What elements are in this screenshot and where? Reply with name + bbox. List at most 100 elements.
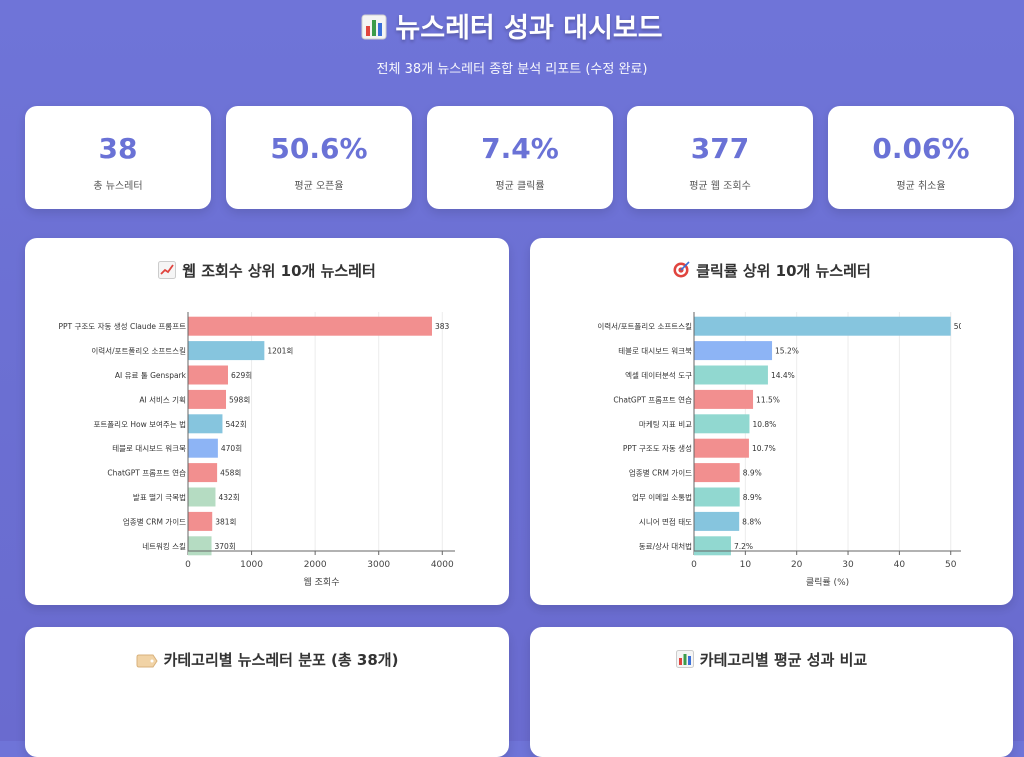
y-tick-label: 업종별 CRM 가이드: [629, 468, 692, 478]
x-tick-label: 40: [894, 560, 906, 570]
stat-label: 평균 웹 조회수: [689, 181, 751, 192]
y-tick-label: 테블로 대시보드 워크북: [112, 444, 186, 453]
y-tick-label: 포트폴리오 How 보여주는 법: [93, 419, 186, 429]
stat-label: 총 뉴스레터: [93, 181, 143, 192]
bar: [694, 389, 754, 409]
x-tick-label: 2000: [304, 560, 327, 570]
y-tick-label: 이력서/포트폴리오 소프트스킬: [597, 321, 692, 331]
web-views-chart: 0 1000 2000 3000 4000 383 1201회 629회 598회 542회 470…: [59, 312, 455, 588]
stat-value: 377: [690, 132, 750, 165]
y-tick-label: 테블로 대시보드 워크북: [618, 347, 692, 356]
bar: [188, 365, 228, 385]
x-tick-label: 10: [740, 560, 752, 570]
y-tick-label: 시니어 면접 태도: [639, 516, 692, 526]
y-tick-label: 업무 이메일 소통법: [632, 492, 692, 502]
stat-card-web-views: 377 평균 웹 조회수: [627, 106, 813, 209]
y-tick-label: AI 서비스 기획: [139, 394, 186, 404]
stat-value: 50.6%: [270, 132, 368, 165]
bar: [694, 414, 750, 434]
target-icon: [672, 261, 690, 283]
bar: [188, 414, 223, 434]
bar: [694, 341, 773, 361]
x-tick-label: 0: [691, 560, 697, 570]
data-label: 7.2%: [734, 542, 753, 551]
y-tick-label: PPT 구조도 자동 생성: [623, 443, 692, 453]
card-title: 카테고리별 뉴스레터 분포 (총 38개): [25, 649, 509, 672]
data-label: 432회: [218, 493, 239, 502]
data-label: 8.9%: [743, 469, 762, 478]
bar: [188, 438, 218, 458]
stat-value: 38: [98, 132, 138, 165]
y-tick-label: PPT 구조도 자동 생성 Claude 프롬프트: [59, 321, 187, 331]
stat-label: 평균 오픈율: [294, 181, 344, 192]
data-label: 598회: [229, 395, 250, 404]
data-label: 15.2%: [775, 347, 799, 356]
tag-icon: [136, 654, 158, 672]
bar: [694, 463, 740, 483]
x-tick-label: 0: [185, 560, 191, 570]
data-label: 11.5%: [756, 395, 780, 404]
stat-value: 0.06%: [872, 132, 970, 165]
bar: [188, 487, 216, 507]
bar: [188, 536, 212, 556]
data-label: 8.8%: [742, 517, 761, 526]
y-tick-label: 이력서/포트폴리오 소프트스킬: [91, 346, 186, 356]
click-rate-chart: 0 10 20 30 40 50 50% 15.2% 14.4% 11.5% 10.8% 10.7% 8…: [597, 312, 971, 588]
card-title: 클릭률 상위 10개 뉴스레터: [530, 260, 1013, 283]
bar: [188, 389, 227, 409]
data-label: 383: [435, 322, 450, 331]
bar: [694, 316, 951, 336]
y-tick-label: 동료/상사 대처법: [639, 541, 692, 551]
card-title-text: 카테고리별 뉴스레터 분포 (총 38개): [163, 651, 399, 669]
data-label: 629회: [231, 371, 252, 380]
y-tick-label: 마케팅 지표 비교: [639, 419, 692, 429]
card-title: 카테고리별 평균 성과 비교: [530, 649, 1013, 672]
bars-group: 50% 15.2% 14.4% 11.5% 10.8% 10.7% 8.9% 8.9% 8.8%…: [694, 316, 971, 556]
bar-chart-icon: [361, 14, 387, 47]
bar: [694, 438, 749, 458]
x-tick-label: 30: [842, 560, 854, 570]
y-tick-label: 발표 떨기 극복법: [133, 492, 186, 502]
stat-value: 7.4%: [481, 132, 559, 165]
bar: [694, 536, 731, 556]
data-label: 470회: [221, 444, 242, 453]
page-title: 뉴스레터 성과 대시보드: [0, 6, 1024, 47]
bars-group: 383 1201회 629회 598회 542회 470회 458회 432회 381회 370회: [188, 316, 450, 556]
data-label: 370회: [215, 542, 236, 551]
data-label: 50%: [954, 322, 971, 331]
bar: [694, 365, 768, 385]
card-title-text: 클릭률 상위 10개 뉴스레터: [696, 262, 871, 280]
web-views-chart-card: 웹 조회수 상위 10개 뉴스레터 0 1000 2000 3000 4000 383 12…: [25, 238, 509, 605]
data-label: 14.4%: [771, 371, 795, 380]
bar: [694, 487, 740, 507]
x-tick-label: 50: [945, 560, 957, 570]
y-tick-label: 업종별 CRM 가이드: [123, 516, 186, 526]
y-tick-label: ChatGPT 프롬프트 연습: [613, 395, 692, 404]
card-title-text: 카테고리별 평균 성과 비교: [699, 651, 868, 669]
data-label: 10.8%: [752, 420, 776, 429]
data-label: 542회: [225, 420, 246, 429]
x-axis-title: 웹 조회수: [304, 577, 340, 588]
category-distribution-card: 카테고리별 뉴스레터 분포 (총 38개): [25, 627, 509, 757]
card-title: 웹 조회수 상위 10개 뉴스레터: [25, 260, 509, 283]
stat-card-total: 38 총 뉴스레터: [25, 106, 211, 209]
stat-card-click-rate: 7.4% 평균 클릭률: [427, 106, 613, 209]
x-tick-label: 1000: [240, 560, 263, 570]
bar: [188, 316, 432, 336]
card-title-text: 웹 조회수 상위 10개 뉴스레터: [182, 262, 376, 280]
bar: [188, 341, 265, 361]
data-label: 381회: [215, 517, 236, 526]
stat-card-unsubscribe: 0.06% 평균 취소율: [828, 106, 1014, 209]
data-label: 10.7%: [752, 444, 776, 453]
data-label: 8.9%: [743, 493, 762, 502]
y-tick-label: AI 유료 툴 Genspark: [115, 371, 187, 380]
page-title-text: 뉴스레터 성과 대시보드: [395, 13, 663, 44]
category-performance-card: 카테고리별 평균 성과 비교: [530, 627, 1013, 757]
bar: [694, 511, 740, 531]
stat-label: 평균 취소율: [896, 181, 946, 192]
x-tick-label: 4000: [431, 560, 454, 570]
trending-up-icon: [158, 261, 177, 283]
stat-label: 평균 클릭률: [495, 181, 545, 192]
y-tick-label: 네트워킹 스킬: [142, 541, 186, 551]
bar: [188, 511, 213, 531]
